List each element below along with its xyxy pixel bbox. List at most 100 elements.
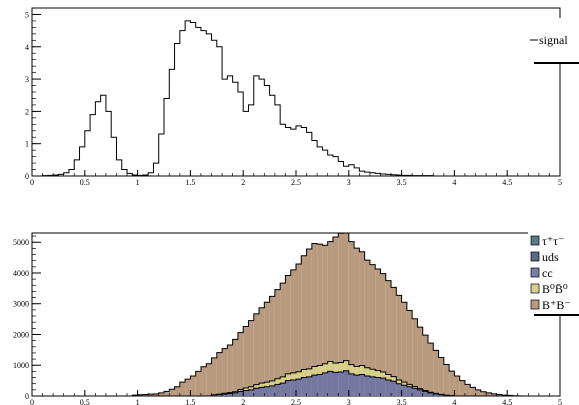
stack-bin-bb xyxy=(211,357,217,396)
top-xtick-label: 1.5 xyxy=(185,178,195,187)
stack-bin-bb xyxy=(417,327,423,396)
stack-bin-udscc xyxy=(296,379,302,396)
bottom-legend-label: B⁺B⁻ xyxy=(542,298,571,312)
signal-bin xyxy=(122,170,127,176)
signal-bin xyxy=(180,31,185,176)
top-xtick-label: 4.5 xyxy=(502,178,512,187)
signal-bin xyxy=(106,111,111,176)
stack-bin-udscc xyxy=(428,392,434,396)
stack-bin-bb xyxy=(433,350,439,396)
signal-bin xyxy=(359,171,364,176)
signal-bin xyxy=(111,137,116,176)
stack-bin-udscc xyxy=(237,391,244,396)
stack-bin-udscc xyxy=(311,375,318,396)
signal-bin xyxy=(69,170,74,176)
signal-bin xyxy=(175,44,180,176)
stack-bin-bb xyxy=(343,233,349,396)
bottom-legend-label: B⁰B̄⁰ xyxy=(542,282,568,296)
stack-bin-udscc xyxy=(222,394,228,396)
stack-bin-bb xyxy=(206,363,212,396)
bottom-legend-label: cc xyxy=(542,266,553,280)
bottom-legend-swatch xyxy=(530,267,540,278)
stack-bin-udscc xyxy=(417,389,423,396)
signal-bin xyxy=(291,129,296,176)
bottom-xtick-label: 3 xyxy=(347,398,351,405)
bottom-ytick-label: 4000 xyxy=(13,269,29,278)
stack-bin-bb xyxy=(185,379,191,396)
stack-bin-bb xyxy=(359,251,365,396)
stack-bin-udscc xyxy=(243,390,249,396)
stack-bin-bb xyxy=(391,287,397,396)
top-legend-label-signal: signal xyxy=(539,33,568,47)
stack-bin-bb xyxy=(348,241,355,396)
stack-bin-udscc xyxy=(301,377,307,396)
top-xtick-label: 3.5 xyxy=(397,178,407,187)
stack-bin-udscc xyxy=(438,394,444,396)
stack-bin-bb xyxy=(222,348,228,396)
stack-bin-udscc xyxy=(433,393,439,396)
signal-bin xyxy=(190,23,195,176)
stack-bin-bb xyxy=(317,244,323,396)
bottom-xtick-label: 4 xyxy=(452,398,456,405)
stack-bin-udscc xyxy=(269,385,275,396)
background-stacked-panel: 0 0.5 1 1.5 2 2.5 3 3.5 4 4.5 5 0 1000 2000 3000 4000 50… xyxy=(13,230,579,405)
stack-bin-bb xyxy=(306,248,312,396)
stack-bin-bb xyxy=(364,260,370,396)
bottom-ytick-label: 1000 xyxy=(13,361,29,370)
signal-bin xyxy=(153,163,158,176)
stack-bin-bb xyxy=(248,320,254,396)
signal-bin xyxy=(259,79,264,176)
signal-bin xyxy=(365,172,370,176)
bottom-legend-label: uds xyxy=(542,250,559,264)
signal-bin xyxy=(233,82,238,176)
bottom-legend-swatch xyxy=(530,283,540,294)
signal-bin xyxy=(270,95,275,176)
stack-bin-udscc xyxy=(285,380,291,396)
signal-bin xyxy=(248,105,253,176)
bottom-ytick-label: 0 xyxy=(25,392,29,401)
top-histogram-bars xyxy=(32,20,560,177)
stack-bin-udscc xyxy=(232,392,238,396)
bottom-xtick-label: 5 xyxy=(558,398,562,405)
top-xtick-label: 2 xyxy=(241,178,245,187)
signal-bin xyxy=(285,128,290,176)
bottom-legend-swatch xyxy=(530,299,540,310)
bottom-xtick-label: 2 xyxy=(241,398,245,405)
stack-bin-bb xyxy=(216,352,223,396)
stack-bin-udscc xyxy=(348,373,355,396)
signal-bin xyxy=(116,160,121,176)
top-ytick-label: 2 xyxy=(25,107,29,116)
stack-bin-udscc xyxy=(290,380,296,396)
stack-bin-udscc xyxy=(354,375,360,396)
stack-bin-udscc xyxy=(391,381,397,396)
stack-bin-bb xyxy=(296,264,302,396)
signal-bin xyxy=(227,76,232,176)
signal-bin xyxy=(254,76,259,176)
stack-bin-udscc xyxy=(248,389,254,396)
signal-bin xyxy=(212,40,217,176)
stack-bin-udscc xyxy=(274,384,281,396)
stack-bin-udscc xyxy=(375,377,381,396)
signal-bin xyxy=(222,79,227,176)
stack-bin-bb xyxy=(396,295,402,396)
top-ytick-label: 3 xyxy=(25,75,29,84)
stack-bin-bb xyxy=(169,389,175,396)
stack-bin-bb xyxy=(153,393,159,396)
signal-bin xyxy=(80,147,85,176)
stack-bin-bb xyxy=(464,384,471,396)
top-xtick-label: 0.5 xyxy=(80,178,90,187)
signal-bin xyxy=(333,157,338,176)
bottom-xtick-label: 4.5 xyxy=(502,398,512,405)
bottom-xtick-label: 2.5 xyxy=(291,398,301,405)
top-plot-frame xyxy=(31,7,561,177)
stack-bin-bb xyxy=(491,393,497,396)
stack-bin-udscc xyxy=(364,376,370,396)
top-xtick-label: 1 xyxy=(136,178,140,187)
stack-bin-bb xyxy=(232,339,238,396)
stack-bin-bb xyxy=(158,392,164,396)
stack-bin-udscc xyxy=(280,383,286,396)
signal-bin xyxy=(196,27,201,176)
stack-bin-bb xyxy=(401,302,407,396)
signal-bin xyxy=(164,98,169,176)
stack-bin-bb xyxy=(385,280,392,396)
